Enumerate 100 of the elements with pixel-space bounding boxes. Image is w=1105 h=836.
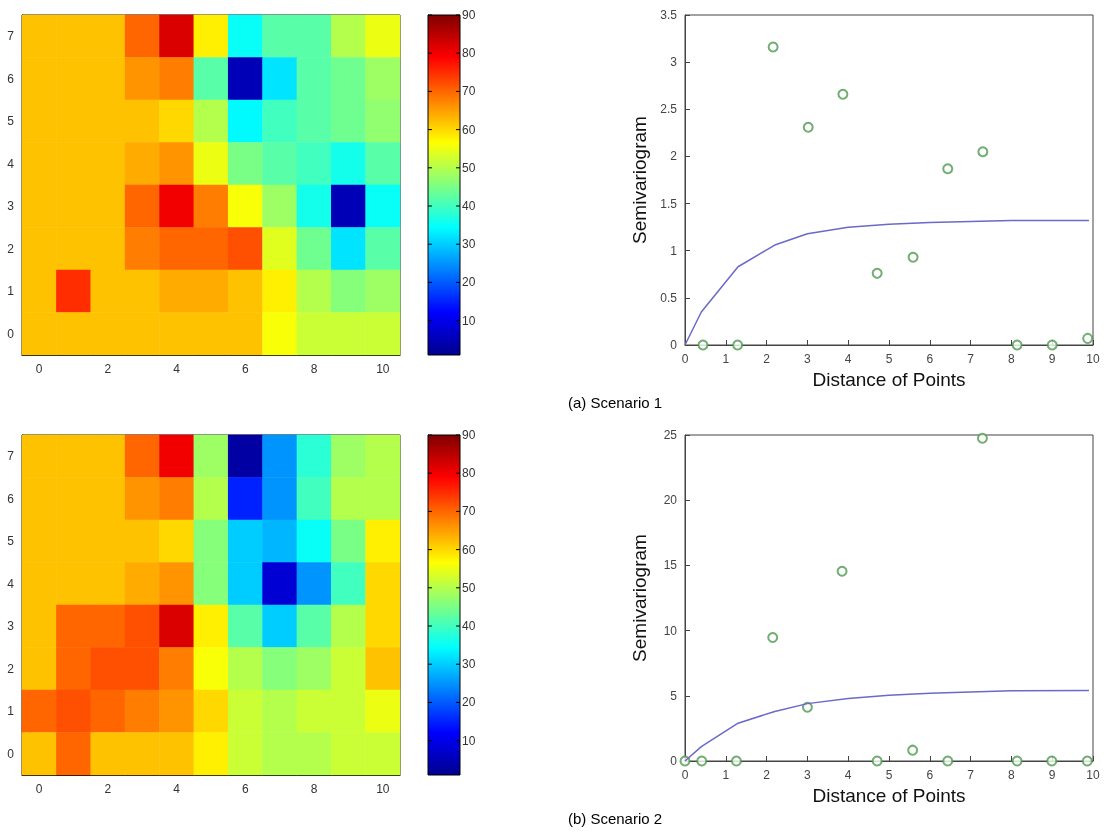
point	[1082, 332, 1094, 344]
point	[942, 163, 954, 175]
y-tick-label: 7	[7, 449, 15, 464]
point	[942, 755, 954, 767]
color-bar-label: 20	[462, 695, 476, 710]
y-tick-label: 1	[7, 284, 15, 299]
y-tick-label: 3	[7, 199, 15, 214]
color-bar-label: 60	[462, 542, 476, 557]
point	[871, 755, 883, 767]
color-bar-label: 40	[462, 199, 476, 214]
y-tick-label: 2	[7, 241, 15, 256]
y-tick-label: 1.5	[660, 196, 678, 211]
x-axis-title: Distance of Points	[812, 368, 966, 390]
y-tick-label: 0.5	[660, 290, 678, 305]
x-tick-label: 1	[722, 768, 730, 782]
color-bar-label: 70	[462, 504, 476, 519]
x-tick-label: 4	[173, 362, 181, 376]
point	[907, 744, 919, 756]
point	[1081, 755, 1093, 767]
y-tick-label: 5	[670, 688, 678, 703]
color-bar-label: 10	[462, 733, 476, 748]
y-tick-label: 0	[7, 326, 15, 341]
point	[837, 88, 849, 100]
text: (a) Scenario 1	[567, 393, 663, 411]
x-tick-label: 10	[1086, 768, 1100, 782]
y-tick-label: 5	[7, 534, 15, 549]
color-bar-label: 30	[462, 657, 476, 672]
point	[977, 146, 989, 158]
y-tick-label: 0	[7, 746, 15, 761]
x-tick-label: 6	[926, 352, 934, 366]
point	[679, 755, 691, 767]
point	[696, 755, 708, 767]
y-tick-label: 3	[7, 619, 15, 634]
x-tick-label: 6	[926, 768, 934, 782]
x-tick-label: 8	[1008, 352, 1016, 366]
x-tick-label: 6	[242, 362, 250, 376]
point	[1046, 755, 1058, 767]
y-tick-label: 4	[7, 576, 15, 591]
color-bar-label: 80	[462, 466, 476, 481]
x-tick-label: 0	[681, 352, 689, 366]
color-bar-label: 40	[462, 619, 476, 634]
y-tick-label: 0	[670, 338, 678, 352]
x-tick-label: 3	[804, 768, 812, 782]
point	[802, 121, 814, 133]
y-tick-label: 2	[670, 149, 678, 164]
x-tick-label: 10	[376, 782, 390, 796]
point	[871, 267, 883, 279]
x-tick-label: 9	[1048, 352, 1056, 366]
y-tick-label: 2.5	[660, 102, 678, 117]
point	[836, 565, 848, 577]
x-tick-label: 0	[681, 768, 689, 782]
x-tick-label: 8	[310, 782, 318, 796]
x-tick-label: 10	[376, 362, 390, 376]
point	[1046, 339, 1058, 351]
color-bar-label: 60	[462, 122, 476, 137]
x-tick-label: 0	[35, 362, 43, 376]
x-tick-label: 7	[967, 768, 975, 782]
y-tick-label: 2	[7, 661, 15, 676]
y-tick-label: 3.5	[660, 8, 678, 22]
color-bar-label: 70	[462, 84, 476, 99]
x-tick-label: 8	[310, 362, 318, 376]
point	[730, 755, 742, 767]
color-bar-label: 50	[462, 160, 476, 175]
x-axis-title: Distance of Points	[812, 784, 966, 806]
y-axis-title: Semivariogram	[629, 534, 650, 662]
y-tick-label: 6	[7, 491, 15, 506]
x-tick-label: 2	[104, 782, 112, 796]
point	[976, 432, 988, 444]
x-tick-label: 4	[844, 352, 852, 366]
x-tick-label: 7	[967, 352, 975, 366]
y-tick-label: 1	[670, 243, 678, 258]
color-bar-label: 90	[462, 8, 476, 22]
text: (b) Scenario 2	[567, 809, 663, 827]
point	[1011, 755, 1023, 767]
point	[767, 632, 779, 644]
point	[767, 41, 779, 53]
y-tick-label: 1	[7, 704, 15, 719]
x-tick-label: 4	[844, 768, 852, 782]
y-tick-label: 3	[670, 55, 678, 70]
color-bar-label: 20	[462, 275, 476, 290]
point	[1011, 339, 1023, 351]
x-tick-label: 3	[804, 352, 812, 366]
x-tick-label: 4	[173, 782, 181, 796]
color-bar-label: 10	[462, 313, 476, 328]
y-tick-label: 25	[663, 428, 678, 442]
y-tick-label: 20	[663, 493, 678, 508]
x-tick-label: 5	[885, 352, 893, 366]
x-tick-label: 6	[242, 782, 250, 796]
y-tick-label: 5	[7, 114, 15, 129]
x-tick-label: 2	[763, 768, 771, 782]
point	[907, 251, 919, 263]
y-tick-label: 7	[7, 29, 15, 44]
x-tick-label: 5	[885, 768, 893, 782]
x-tick-label: 8	[1008, 768, 1016, 782]
y-tick-label: 10	[663, 623, 678, 638]
y-tick-label: 0	[670, 754, 678, 768]
x-tick-label: 0	[35, 782, 43, 796]
y-axis-title: Semivariogram	[629, 116, 650, 244]
x-tick-label: 2	[763, 352, 771, 366]
x-tick-label: 1	[722, 352, 730, 366]
